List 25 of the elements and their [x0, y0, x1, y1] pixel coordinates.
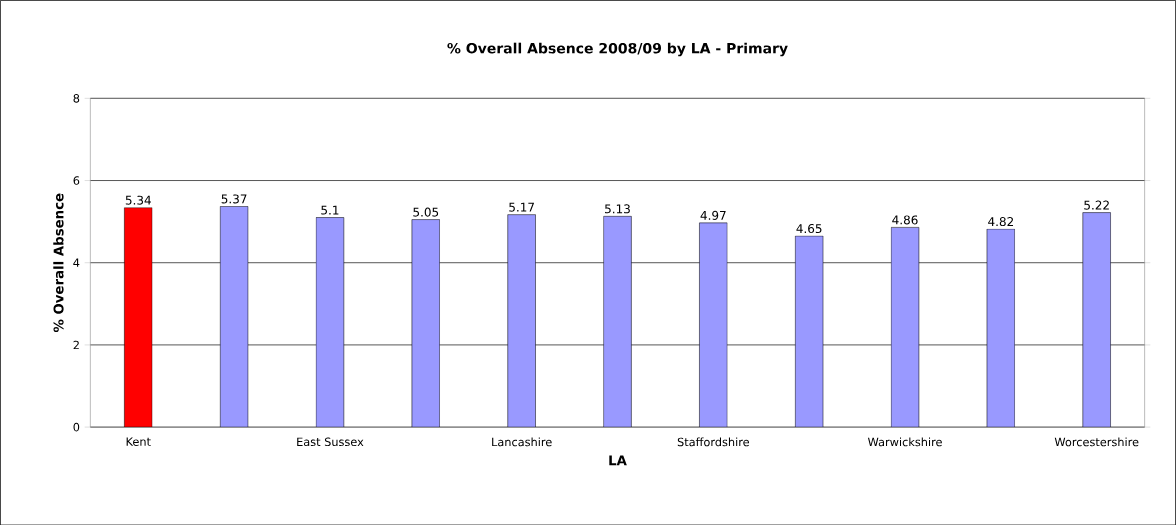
y-axis-title: % Overall Absence — [53, 193, 64, 332]
data-label: 5.22 — [1084, 200, 1109, 210]
y-tick-label: 4 — [73, 258, 80, 267]
x-tick-label: East Sussex — [297, 437, 364, 446]
x-tick-label: Worcestershire — [1054, 437, 1139, 447]
x-tick-label: Lancashire — [492, 437, 552, 447]
y-tick-label: 2 — [73, 340, 79, 349]
data-label: 5.05 — [413, 207, 439, 217]
y-tick-label: 8 — [73, 93, 80, 103]
y-tick-label: 0 — [73, 422, 80, 432]
x-axis-title: LA — [609, 455, 627, 465]
data-label: 4.86 — [892, 215, 918, 225]
data-label: 5.37 — [221, 194, 247, 204]
data-label: 4.97 — [700, 210, 726, 220]
x-tick-label: Staffordshire — [677, 437, 750, 447]
data-label: 5.34 — [125, 195, 151, 205]
y-tick-label: 6 — [73, 176, 80, 185]
data-label: 4.65 — [796, 223, 822, 233]
data-label: 5.17 — [509, 202, 534, 212]
data-label: 5.1 — [321, 205, 339, 215]
data-label: 5.13 — [605, 204, 630, 214]
data-label: 4.82 — [988, 216, 1014, 226]
x-tick-label: Kent — [126, 437, 151, 446]
chart-title: % Overall Absence 2008/09 by LA - Primary — [447, 42, 788, 57]
x-tick-label: Warwickshire — [867, 437, 942, 447]
